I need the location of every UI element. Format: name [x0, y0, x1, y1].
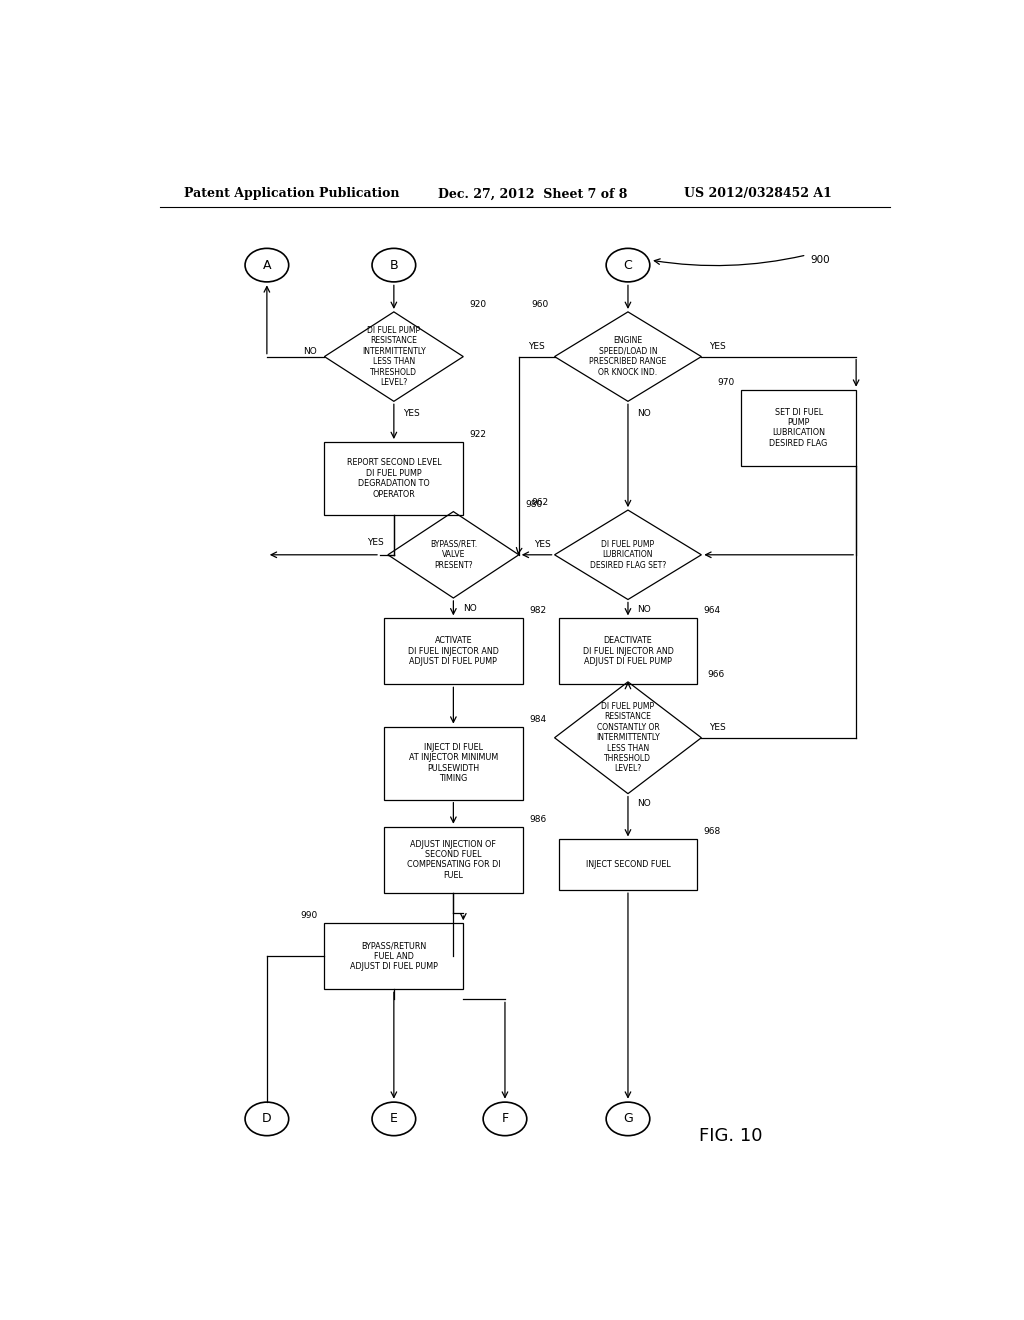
Text: YES: YES — [710, 342, 726, 351]
Text: YES: YES — [710, 723, 726, 733]
Text: ENGINE
SPEED/LOAD IN
PRESCRIBED RANGE
OR KNOCK IND.: ENGINE SPEED/LOAD IN PRESCRIBED RANGE OR… — [590, 337, 667, 376]
Text: YES: YES — [403, 409, 420, 418]
Text: US 2012/0328452 A1: US 2012/0328452 A1 — [684, 187, 831, 201]
Bar — [558, 840, 697, 890]
Text: 986: 986 — [529, 814, 547, 824]
Text: 970: 970 — [718, 378, 734, 387]
Bar — [741, 389, 856, 466]
Text: C: C — [624, 259, 633, 272]
Text: YES: YES — [528, 342, 545, 351]
Text: ACTIVATE
DI FUEL INJECTOR AND
ADJUST DI FUEL PUMP: ACTIVATE DI FUEL INJECTOR AND ADJUST DI … — [408, 636, 499, 667]
Text: 968: 968 — [703, 828, 721, 837]
Text: B: B — [389, 259, 398, 272]
Text: 920: 920 — [470, 300, 486, 309]
Text: 960: 960 — [531, 300, 548, 309]
Text: INJECT SECOND FUEL: INJECT SECOND FUEL — [586, 861, 671, 870]
Text: BYPASS/RETURN
FUEL AND
ADJUST DI FUEL PUMP: BYPASS/RETURN FUEL AND ADJUST DI FUEL PU… — [350, 941, 438, 972]
Text: 964: 964 — [703, 606, 721, 615]
Text: E: E — [390, 1113, 397, 1126]
Text: F: F — [502, 1113, 509, 1126]
Text: YES: YES — [368, 539, 384, 546]
Bar — [384, 618, 523, 684]
Text: 922: 922 — [470, 430, 486, 440]
Text: 984: 984 — [529, 714, 546, 723]
Text: Dec. 27, 2012  Sheet 7 of 8: Dec. 27, 2012 Sheet 7 of 8 — [437, 187, 627, 201]
Text: YES: YES — [534, 540, 551, 549]
Text: DI FUEL PUMP
RESISTANCE
CONSTANTLY OR
INTERMITTENTLY
LESS THAN
THRESHOLD
LEVEL?: DI FUEL PUMP RESISTANCE CONSTANTLY OR IN… — [596, 702, 659, 774]
Text: 980: 980 — [525, 499, 543, 508]
Text: DI FUEL PUMP
LUBRICATION
DESIRED FLAG SET?: DI FUEL PUMP LUBRICATION DESIRED FLAG SE… — [590, 540, 666, 570]
Text: 962: 962 — [531, 498, 548, 507]
Text: ADJUST INJECTION OF
SECOND FUEL
COMPENSATING FOR DI
FUEL: ADJUST INJECTION OF SECOND FUEL COMPENSA… — [407, 840, 500, 880]
Text: INJECT DI FUEL
AT INJECTOR MINIMUM
PULSEWIDTH
TIMING: INJECT DI FUEL AT INJECTOR MINIMUM PULSE… — [409, 743, 498, 783]
Text: G: G — [623, 1113, 633, 1126]
Text: 990: 990 — [301, 911, 318, 920]
Bar — [325, 442, 463, 515]
Text: A: A — [262, 259, 271, 272]
Text: NO: NO — [638, 800, 651, 808]
Text: DEACTIVATE
DI FUEL INJECTOR AND
ADJUST DI FUEL PUMP: DEACTIVATE DI FUEL INJECTOR AND ADJUST D… — [583, 636, 674, 667]
Text: D: D — [262, 1113, 271, 1126]
Bar — [558, 618, 697, 684]
Text: REPORT SECOND LEVEL
DI FUEL PUMP
DEGRADATION TO
OPERATOR: REPORT SECOND LEVEL DI FUEL PUMP DEGRADA… — [346, 458, 441, 499]
Bar — [384, 826, 523, 892]
Text: NO: NO — [463, 603, 476, 612]
Text: FIG. 10: FIG. 10 — [699, 1127, 763, 1146]
Text: 966: 966 — [708, 669, 725, 678]
Text: DI FUEL PUMP
RESISTANCE
INTERMITTENTLY
LESS THAN
THRESHOLD
LEVEL?: DI FUEL PUMP RESISTANCE INTERMITTENTLY L… — [361, 326, 426, 387]
Text: NO: NO — [638, 409, 651, 418]
Bar — [325, 923, 463, 989]
Text: 900: 900 — [811, 255, 830, 265]
Text: BYPASS/RET.
VALVE
PRESENT?: BYPASS/RET. VALVE PRESENT? — [430, 540, 477, 570]
Text: NO: NO — [638, 605, 651, 614]
Bar — [384, 726, 523, 800]
Text: 982: 982 — [529, 606, 546, 615]
Text: NO: NO — [303, 347, 316, 356]
Text: Patent Application Publication: Patent Application Publication — [183, 187, 399, 201]
Text: SET DI FUEL
PUMP
LUBRICATION
DESIRED FLAG: SET DI FUEL PUMP LUBRICATION DESIRED FLA… — [769, 408, 827, 447]
